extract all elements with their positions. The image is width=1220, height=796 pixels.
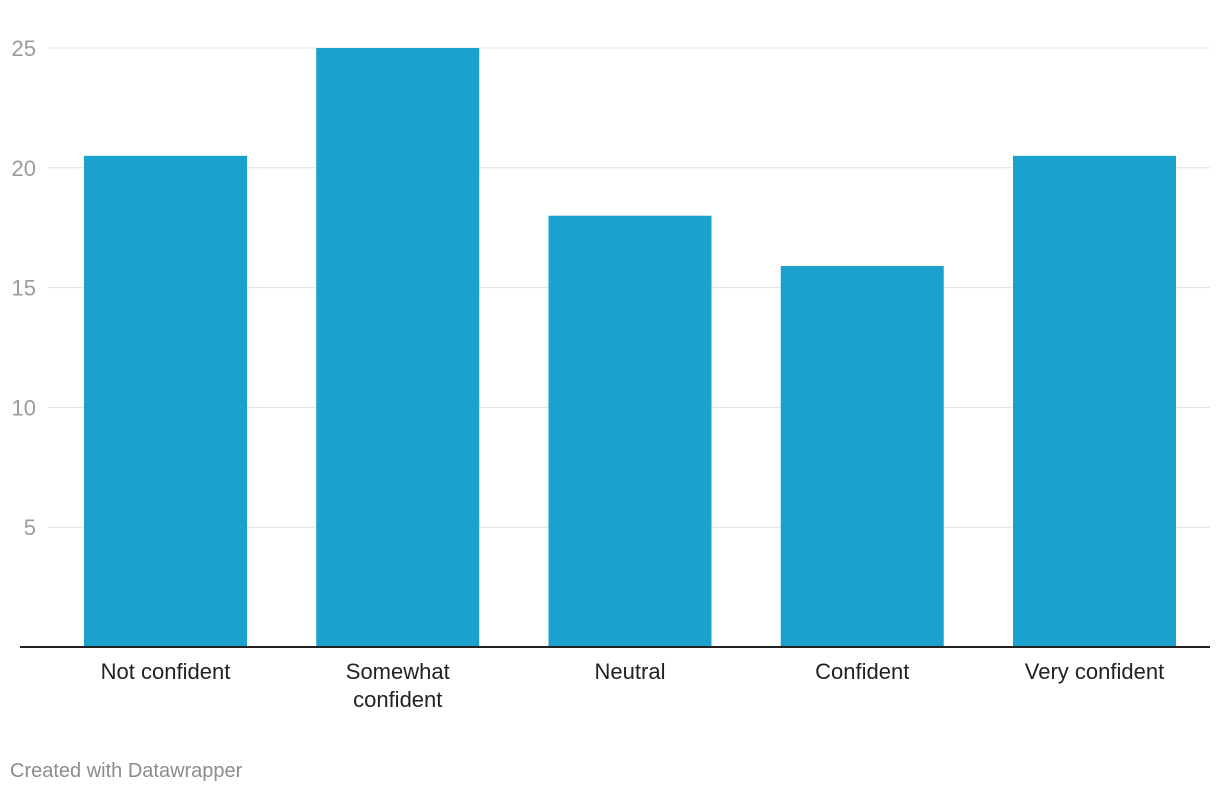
bar [780, 266, 944, 647]
bar [548, 215, 712, 647]
bar-chart: 5 10 15 20 25 Not confident Somewhat confident N… [12, 36, 1210, 712]
bars [84, 48, 1176, 647]
y-tick-label: 20 [12, 156, 36, 181]
y-tick-label: 25 [12, 36, 36, 61]
bar [84, 155, 247, 647]
axes: 5 10 15 20 25 Not confident Somewhat confident N… [12, 36, 1210, 712]
bar [1013, 155, 1176, 647]
bar [316, 48, 480, 647]
y-tick-label: 10 [12, 395, 36, 420]
y-tick-label: 15 [12, 276, 36, 301]
x-category-label: Confident [815, 659, 909, 684]
y-tick-label: 5 [24, 515, 36, 540]
datawrapper-credit: Created with Datawrapper [10, 760, 243, 782]
x-category-label: Somewhat confident [346, 659, 450, 712]
x-category-label: Very confident [1025, 659, 1164, 684]
x-category-label: Neutral [595, 659, 666, 684]
x-category-label: Not confident [101, 659, 231, 684]
